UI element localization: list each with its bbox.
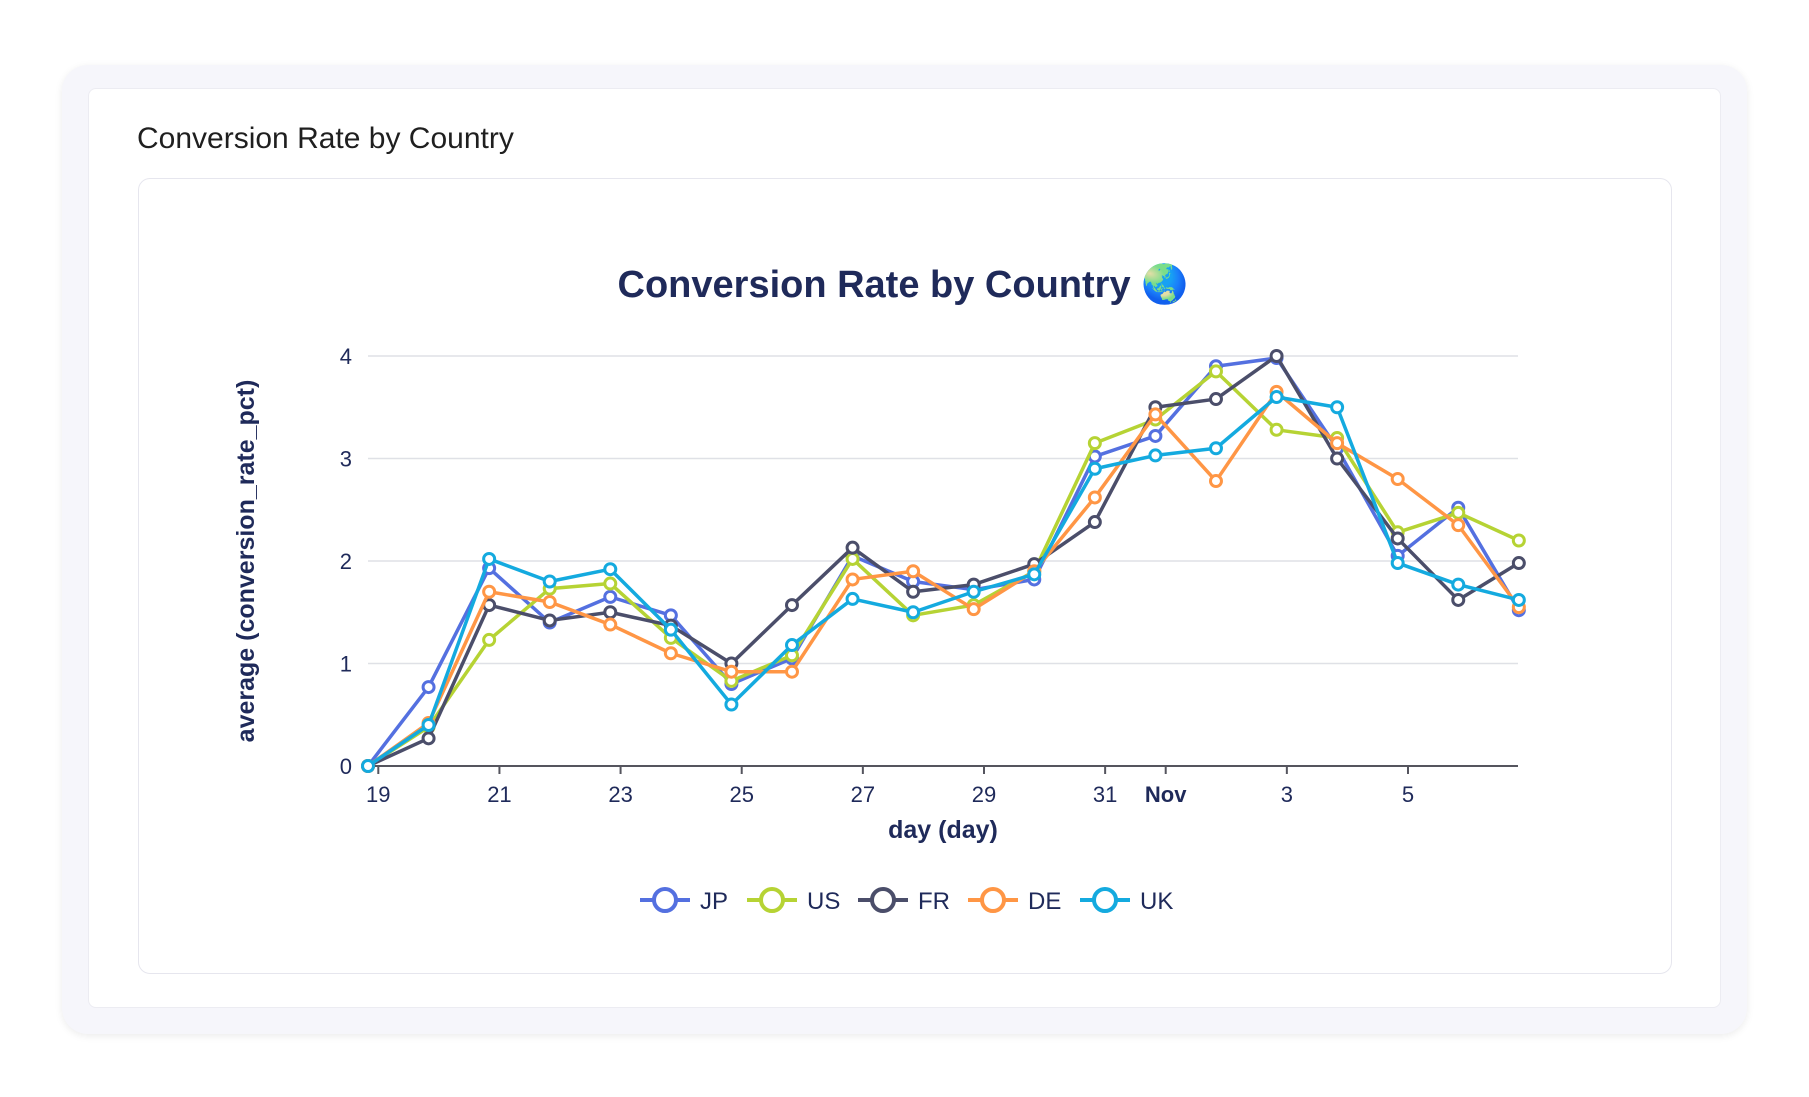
x-tick-label: 23 <box>608 782 632 807</box>
data-point-uk <box>966 584 981 599</box>
series-line-uk <box>367 395 1520 768</box>
x-tick-label: 19 <box>366 782 390 807</box>
data-point-de <box>724 664 739 679</box>
y-axis-label: average (conversion_rate_pct) <box>232 380 260 743</box>
data-point-uk <box>361 759 375 773</box>
legend-label-us: US <box>807 888 840 915</box>
x-tick-label: 27 <box>851 782 875 807</box>
data-point-de <box>542 595 557 609</box>
data-point-de <box>906 564 921 579</box>
data-point-uk <box>663 622 678 637</box>
data-point-de <box>1087 490 1102 505</box>
data-point-us <box>482 632 497 647</box>
data-point-fr <box>1330 451 1345 466</box>
data-point-uk <box>1208 441 1223 456</box>
data-point-uk <box>1087 461 1102 476</box>
data-point-uk <box>784 638 799 653</box>
data-point-fr <box>845 540 860 555</box>
data-point-de <box>663 646 678 661</box>
y-tick-label: 4 <box>340 344 352 369</box>
data-point-uk <box>1027 567 1042 582</box>
data-point-de <box>845 572 860 587</box>
data-point-de <box>1330 436 1345 451</box>
x-tick-label: 21 <box>487 782 511 807</box>
legend-marker-de <box>980 887 1006 913</box>
panel-title: Conversion Rate by Country <box>137 122 514 155</box>
data-point-de <box>603 617 618 632</box>
data-point-fr <box>906 584 921 599</box>
x-axis-label: day (day) <box>888 816 998 844</box>
data-point-fr <box>1390 531 1405 546</box>
data-point-uk <box>724 697 739 712</box>
chart-title: Conversion Rate by Country 🌏 <box>618 262 1189 306</box>
data-point-jp <box>421 680 436 695</box>
data-point-uk <box>421 718 436 732</box>
x-tick-label: 31 <box>1093 782 1117 807</box>
chart-panel <box>88 88 1721 1008</box>
data-point-us <box>1208 364 1223 379</box>
legend-marker-jp <box>652 887 678 913</box>
data-point-uk <box>542 574 557 589</box>
data-point-uk <box>906 605 921 620</box>
legend-marker-uk <box>1092 887 1118 913</box>
data-point-de <box>1148 407 1163 422</box>
y-tick-label: 1 <box>340 652 352 677</box>
data-point-uk <box>845 591 860 606</box>
legend-label-uk: UK <box>1140 888 1173 915</box>
data-point-uk <box>603 562 618 577</box>
data-point-uk <box>1269 390 1284 404</box>
x-tick-label: 5 <box>1402 782 1414 807</box>
data-point-fr <box>1269 349 1284 363</box>
data-point-us <box>1511 533 1526 548</box>
y-tick-label: 0 <box>340 754 352 779</box>
data-point-uk <box>1390 556 1405 571</box>
data-point-fr <box>421 731 436 746</box>
data-point-de <box>1451 518 1466 533</box>
data-point-us <box>1087 436 1102 451</box>
data-point-de <box>784 664 799 679</box>
y-tick-label: 2 <box>340 549 352 574</box>
chart-container <box>138 178 1672 974</box>
y-tick-label: 3 <box>340 447 352 472</box>
data-point-de <box>1208 474 1223 489</box>
data-point-us <box>603 576 618 591</box>
x-tick-label: Nov <box>1145 782 1187 807</box>
data-point-jp <box>603 589 618 604</box>
series-line-jp <box>366 356 1521 768</box>
data-point-us <box>1451 505 1466 520</box>
legend-label-fr: FR <box>918 888 950 915</box>
data-point-uk <box>482 551 497 566</box>
series-line-de <box>366 390 1521 768</box>
data-point-fr <box>1451 592 1466 607</box>
data-point-fr <box>1087 515 1102 530</box>
data-point-de <box>482 584 497 599</box>
data-point-us <box>1269 422 1284 437</box>
x-tick-label: 25 <box>729 782 753 807</box>
data-point-de <box>966 602 981 617</box>
legend-marker-us <box>759 887 785 913</box>
data-point-fr <box>542 613 557 628</box>
legend-marker-fr <box>870 887 896 913</box>
data-point-uk <box>1330 400 1345 415</box>
x-tick-label: 3 <box>1281 782 1293 807</box>
data-point-fr <box>603 605 618 620</box>
data-point-uk <box>1451 577 1466 592</box>
data-point-fr <box>1208 392 1223 407</box>
data-point-uk <box>1511 592 1526 607</box>
legend-label-de: DE <box>1028 888 1061 915</box>
data-point-jp <box>1148 428 1163 443</box>
data-point-uk <box>1148 448 1163 463</box>
data-point-de <box>1390 472 1405 486</box>
data-point-fr <box>784 598 799 613</box>
legend-label-jp: JP <box>700 888 728 915</box>
x-tick-label: 29 <box>972 782 996 807</box>
data-point-us <box>845 551 860 566</box>
data-point-fr <box>1511 556 1526 571</box>
